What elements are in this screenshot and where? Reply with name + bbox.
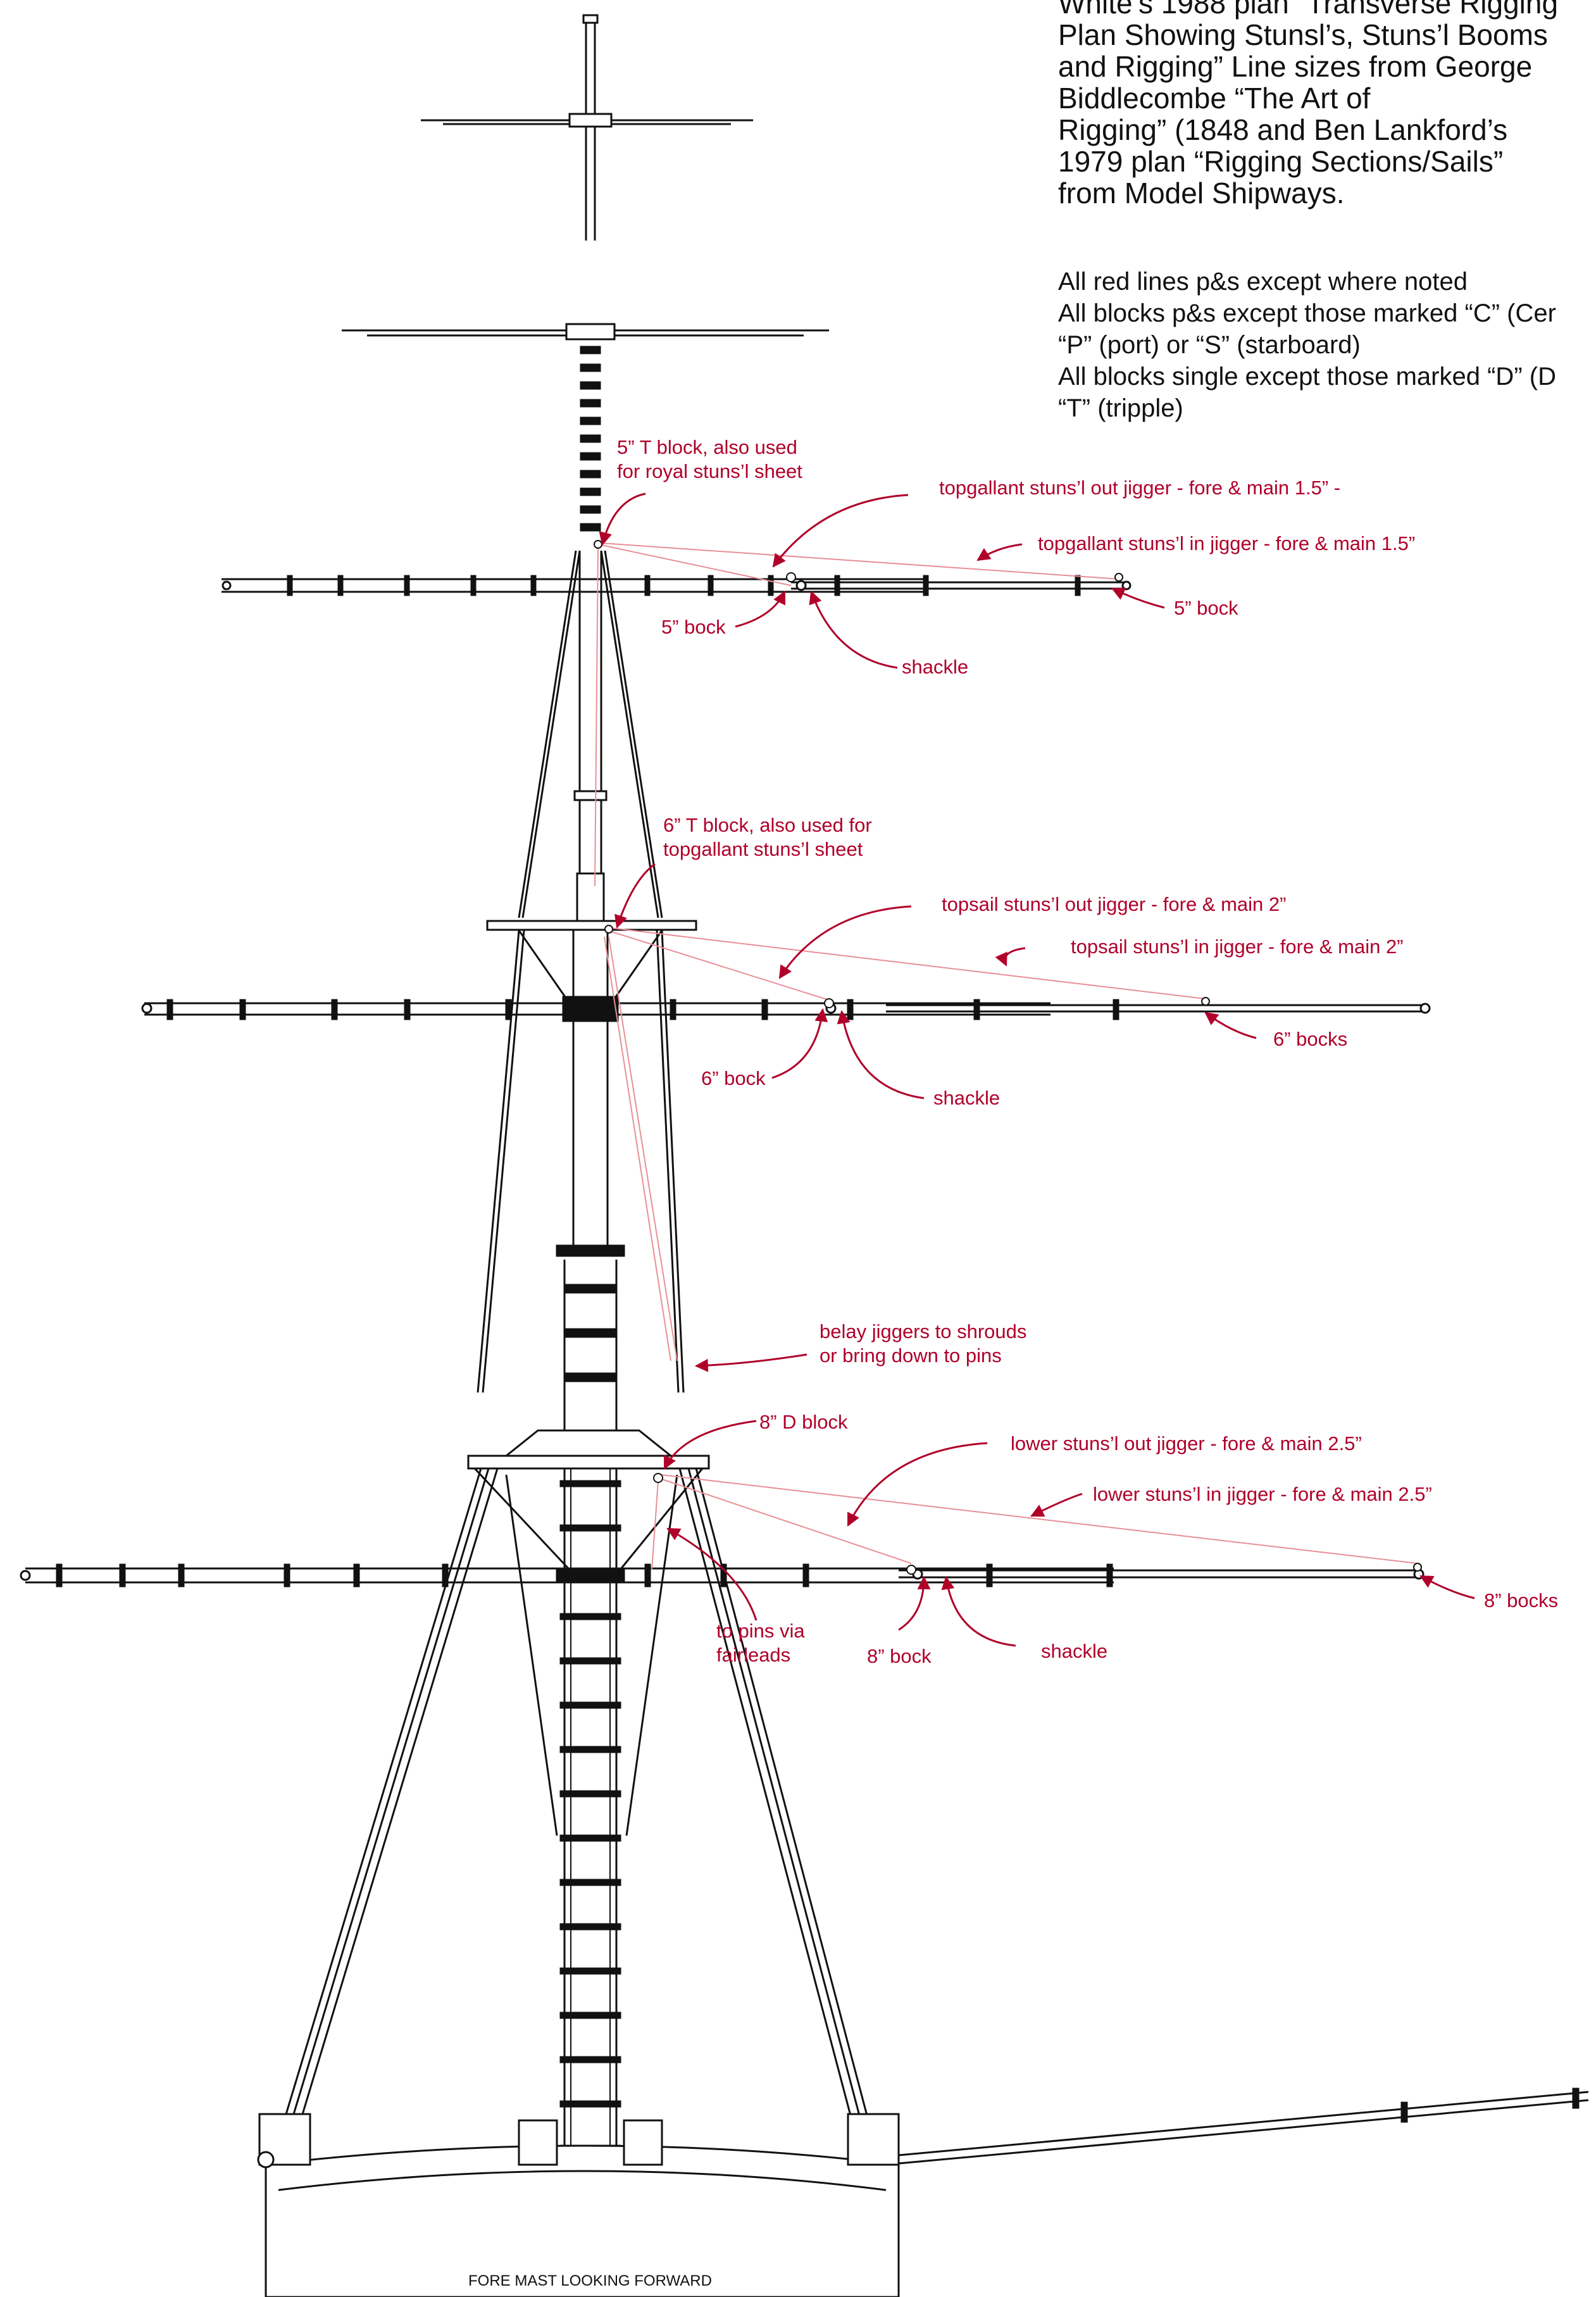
intro-text: White’s 1988 plan “Transverse Rigging Pl… bbox=[1058, 0, 1596, 209]
blocks bbox=[594, 540, 1422, 1575]
label-ts-out-jigger: topsail stuns’l out jigger - fore & main… bbox=[942, 893, 1287, 915]
tops bbox=[467, 920, 710, 1470]
fore-yard bbox=[141, 996, 1431, 1022]
topgallant-bands bbox=[580, 328, 601, 532]
label-low-in-jigger: lower stuns’l in jigger - fore & main 2.… bbox=[1093, 1483, 1432, 1505]
intro-line-3: and Rigging” Line sizes from George bbox=[1058, 50, 1533, 83]
intro-line-6: 1979 plan “Rigging Sections/Sails” bbox=[1058, 145, 1504, 178]
shrouds bbox=[277, 550, 875, 2140]
note-5: “T” (tripple) bbox=[1058, 394, 1183, 422]
topmast-crosstrees bbox=[486, 920, 697, 931]
starboard-chainwale bbox=[847, 2113, 900, 2166]
label-shackle-2: shackle bbox=[933, 1087, 1001, 1109]
t-block-5-icon bbox=[594, 540, 602, 549]
jigger-lines bbox=[594, 542, 1418, 1570]
drawing-caption: FORE MAST LOOKING FORWARD bbox=[468, 2272, 712, 2289]
intro-line-1: White’s 1988 plan “Transverse Rigging bbox=[1058, 0, 1559, 20]
intro-line-2: Plan Showing Stunsl’s, Stuns’l Booms bbox=[1058, 18, 1548, 51]
note-3: “P” (port) or “S” (starboard) bbox=[1058, 331, 1361, 359]
label-tg-in-jigger: topgallant stuns’l in jigger - fore & ma… bbox=[1038, 532, 1416, 554]
royal-yard bbox=[421, 113, 753, 128]
label-bock-6: 6” bock bbox=[701, 1067, 766, 1089]
intro-line-5: Rigging” (1848 and Ben Lankford’s bbox=[1058, 113, 1508, 146]
topsail-yard bbox=[221, 575, 1132, 596]
bock-5-icon bbox=[786, 572, 796, 582]
lower-yard bbox=[20, 1563, 1425, 1587]
t-block-6-icon bbox=[604, 925, 613, 934]
label-t-block-5: 5” T block, also used for royal stuns’l … bbox=[617, 436, 802, 482]
topgallant-yard bbox=[342, 323, 829, 341]
lower-mast-bands bbox=[563, 1284, 618, 1382]
note-2: All blocks p&s except those marked “C” (… bbox=[1058, 299, 1556, 327]
hull-section bbox=[257, 2087, 1589, 2297]
stuns-boom bbox=[898, 2091, 1589, 2156]
label-low-out-jigger: lower stuns’l out jigger - fore & main 2… bbox=[1011, 1432, 1362, 1455]
intro-line-4: Biddlecombe “The Art of bbox=[1058, 82, 1371, 115]
label-shackle-3: shackle bbox=[1041, 1640, 1108, 1662]
d-block-8-icon bbox=[653, 1473, 663, 1483]
label-belay: belay jiggers to shrouds or bring down t… bbox=[820, 1320, 1027, 1367]
label-ts-in-jigger: topsail stuns’l in jigger - fore & main … bbox=[1071, 936, 1404, 958]
label-to-pins: to pins via fairleads bbox=[716, 1620, 805, 1666]
label-d-block-8: 8” D block bbox=[759, 1411, 848, 1433]
label-t-block-6: 6” T block, also used for topgallant stu… bbox=[663, 814, 872, 860]
fore-top bbox=[467, 1455, 710, 1470]
annotation-arrows bbox=[599, 492, 1475, 1647]
label-bocks-8: 8” bocks bbox=[1484, 1589, 1559, 1612]
label-bock-8: 8” bock bbox=[867, 1645, 932, 1667]
label-shackle-1: shackle bbox=[902, 656, 969, 678]
label-tg-out-jigger: topgallant stuns’l out jigger - fore & m… bbox=[939, 477, 1341, 499]
note-1: All red lines p&s except where noted bbox=[1058, 268, 1468, 296]
label-bock-5-left: 5” bock bbox=[661, 616, 726, 638]
notes: All red lines p&s except where noted All… bbox=[1058, 266, 1556, 424]
label-bocks-6: 6” bocks bbox=[1273, 1028, 1348, 1050]
intro-line-7: from Model Shipways. bbox=[1058, 177, 1345, 210]
label-bock-5-right: 5” bock bbox=[1174, 597, 1238, 619]
note-4: All blocks single except those marked “D… bbox=[1058, 363, 1556, 391]
